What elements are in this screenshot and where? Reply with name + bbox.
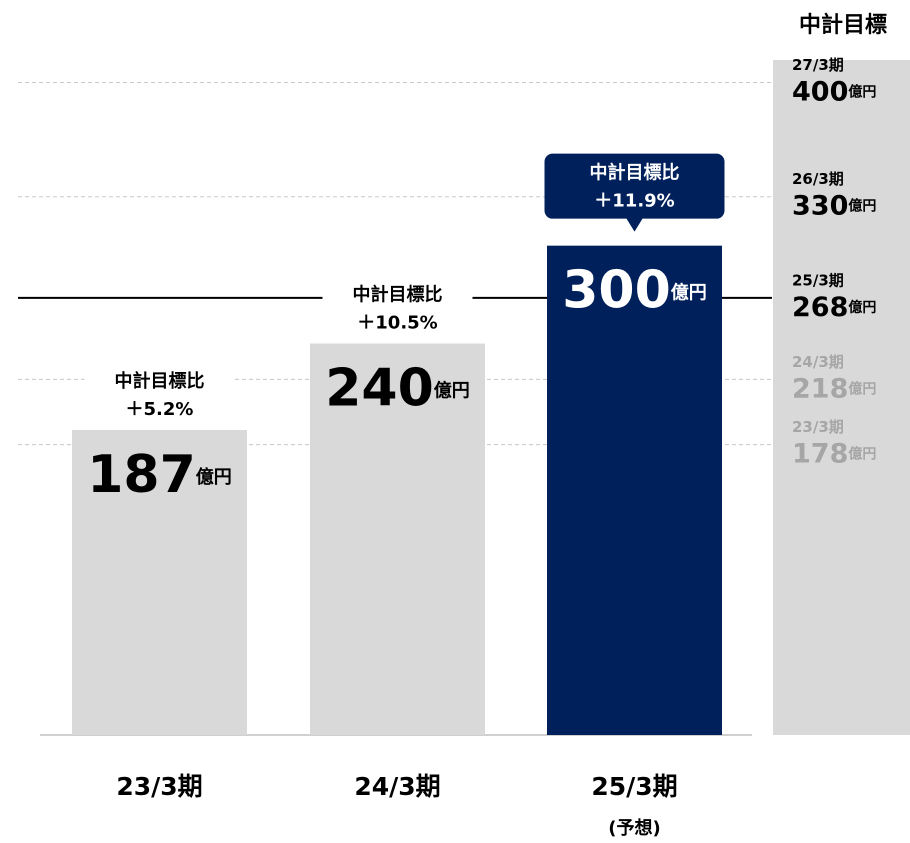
x-tick-note: (予想): [608, 817, 660, 839]
value-label: 187億円: [87, 445, 232, 505]
value-unit: 億円: [434, 380, 470, 402]
x-tick-label: 23/3期: [116, 772, 202, 801]
target-number: 268: [792, 291, 848, 322]
target-value: 268億円: [792, 291, 876, 322]
target-unit: 億円: [848, 446, 876, 463]
bar: [310, 343, 485, 735]
comparison-value: ＋5.2%: [126, 399, 194, 420]
comparison-label: 中計目標比: [590, 162, 680, 184]
value-number: 187: [87, 445, 196, 505]
value-label: 300億円: [562, 261, 707, 321]
bar: [72, 429, 247, 735]
comparison-value: ＋11.9%: [594, 191, 674, 212]
x-tick-label: 25/3期: [591, 772, 677, 801]
target-period: 23/3期: [792, 418, 844, 436]
target-period: 26/3期: [792, 170, 844, 188]
target-panel: [773, 60, 910, 735]
target-number: 330: [792, 190, 848, 221]
label-bg: [322, 281, 473, 338]
target-value: 400億円: [792, 76, 876, 107]
targets-title: 中計目標: [799, 12, 887, 38]
target-period: 24/3期: [792, 353, 844, 371]
x-tick-label: 24/3期: [354, 772, 440, 801]
target-value: 178億円: [792, 438, 876, 469]
target-unit: 億円: [848, 299, 876, 316]
target-unit: 億円: [848, 198, 876, 215]
bar: [547, 245, 722, 735]
target-value: 218億円: [792, 373, 876, 404]
value-label: 240億円: [325, 359, 470, 419]
target-period: 27/3期: [792, 56, 844, 74]
target-value: 330億円: [792, 190, 876, 221]
label-bg: [84, 367, 235, 424]
target-unit: 億円: [848, 84, 876, 101]
value-number: 300: [562, 261, 671, 321]
target-number: 218: [792, 373, 848, 404]
target-period: 25/3期: [792, 271, 844, 289]
target-unit: 億円: [848, 380, 876, 397]
comparison-label: 中計目標比: [353, 284, 443, 306]
value-unit: 億円: [196, 466, 232, 488]
comparison-value: ＋10.5%: [357, 313, 437, 334]
value-unit: 億円: [671, 282, 707, 304]
target-number: 400: [792, 76, 848, 107]
value-number: 240: [325, 359, 434, 419]
callout: [544, 153, 725, 232]
comparison-label: 中計目標比: [115, 370, 205, 392]
target-number: 178: [792, 438, 848, 469]
